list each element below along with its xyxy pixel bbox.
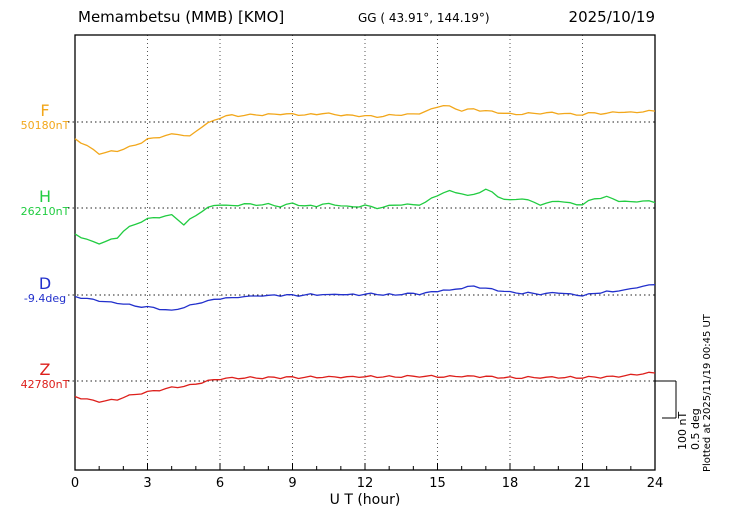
x-axis-label: U T (hour) <box>329 492 401 508</box>
series-letter-z: Z <box>39 360 51 379</box>
geographic-coordinates: GG ( 43.91°, 144.19°) <box>358 11 490 25</box>
series-letter-d: D <box>38 274 52 293</box>
x-tick-label: 18 <box>502 476 519 491</box>
series-label-d: D -9.4deg <box>14 274 76 306</box>
series-label-h: H 26210nT <box>14 187 76 219</box>
x-tick-label: 9 <box>288 476 296 491</box>
x-tick-label: 24 <box>647 476 664 491</box>
trace-D <box>74 284 656 311</box>
plot-border <box>74 34 656 471</box>
series-baseline-value-h: 26210nT <box>20 205 70 219</box>
x-tick-label: 15 <box>429 476 446 491</box>
station-title: Memambetsu (MMB) [KMO] <box>78 8 285 26</box>
series-letter-f: F <box>40 101 50 120</box>
plotted-timestamp-note: Plotted at 2025/11/19 00:45 UT <box>702 314 713 472</box>
series-label-z: Z 42780nT <box>14 360 76 392</box>
plot-date: 2025/10/19 <box>568 8 655 26</box>
trace-Z <box>74 371 656 403</box>
x-tick-label: 12 <box>357 476 374 491</box>
series-baseline-value-z: 42780nT <box>20 378 70 392</box>
scale-bar-nt-label: 100 nT <box>676 411 689 450</box>
series-baseline-value-d: -9.4deg <box>23 292 67 306</box>
x-tick-label: 0 <box>71 476 79 491</box>
trace-F <box>74 104 656 155</box>
series-baseline-value-f: 50180nT <box>20 119 70 133</box>
x-tick-label: 6 <box>216 476 224 491</box>
trace-H <box>74 188 656 245</box>
series-letter-h: H <box>38 187 52 206</box>
series-label-f: F 50180nT <box>14 101 76 133</box>
x-tick-label: 21 <box>574 476 591 491</box>
scale-bar-deg-label: 0.5 deg <box>689 408 702 450</box>
x-tick-label: 3 <box>143 476 151 491</box>
